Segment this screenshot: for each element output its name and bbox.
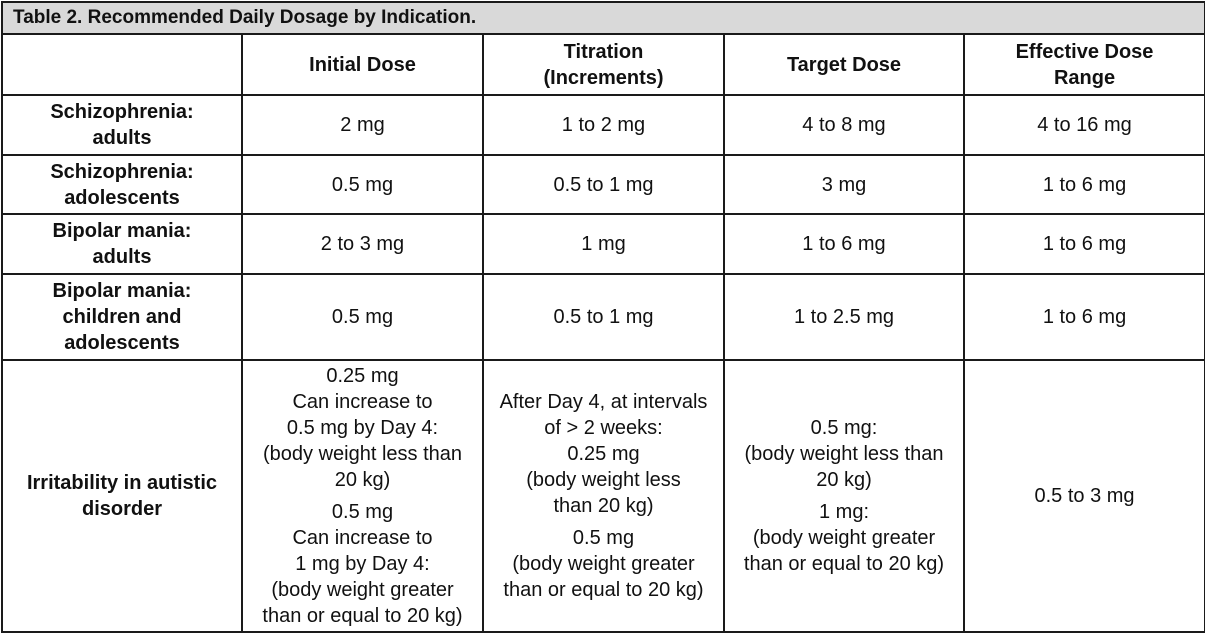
cell-target-dose: 1 to 6 mg xyxy=(723,213,965,275)
cell-target-dose: 3 mg xyxy=(723,154,965,215)
cell-initial-dose: 0.5 mg xyxy=(241,154,484,215)
titration-under-20kg: After Day 4, at intervals of > 2 weeks: 0.… xyxy=(499,391,708,517)
table-caption: Table 2. Recommended Daily Dosage by Ind… xyxy=(0,1,1205,35)
initial-dose-under-20kg: 0.25 mg Can increase to 0.5 mg by Day 4: (b… xyxy=(262,365,462,491)
cell-target-dose: 1 to 2.5 mg xyxy=(723,273,965,361)
titration-20kg-or-more: 0.5 mg (body weight greater than or equal … xyxy=(503,527,704,601)
table-row: Schizophrenia: adolescents 0.5 mg 0.5 to … xyxy=(1,154,1205,215)
table-caption-row: Table 2. Recommended Daily Dosage by Ind… xyxy=(0,1,1205,35)
cell-target-dose: 4 to 8 mg xyxy=(723,94,965,156)
row-label: Schizophrenia: adults xyxy=(1,94,243,156)
table-row: Schizophrenia: adults 2 mg 1 to 2 mg 4 to… xyxy=(1,94,1205,156)
initial-dose-20kg-or-more: 0.5 mg Can increase to 1 mg by Day 4: (body… xyxy=(262,501,463,627)
table-row: Irritability in autistic disorder 0.25 mg… xyxy=(1,359,1205,633)
header-effective-range: Effective Dose Range xyxy=(962,33,1205,96)
cell-initial-dose: 2 to 3 mg xyxy=(241,213,484,275)
row-label: Bipolar mania: adults xyxy=(1,213,243,275)
cell-titration: 1 mg xyxy=(482,213,725,275)
header-initial-dose: Initial Dose xyxy=(241,33,484,96)
table-row: Bipolar mania: adults 2 to 3 mg 1 mg 1 to… xyxy=(1,213,1205,275)
header-titration: Titration (Increments) xyxy=(482,33,725,96)
header-target-dose: Target Dose xyxy=(723,33,965,96)
cell-effective-range: 4 to 16 mg xyxy=(962,94,1205,156)
cell-target-dose: 0.5 mg: (body weight less than 20 kg) 1 mg… xyxy=(723,359,965,633)
row-label: Irritability in autistic disorder xyxy=(1,359,243,633)
cell-effective-range: 1 to 6 mg xyxy=(962,273,1205,361)
cell-initial-dose: 2 mg xyxy=(241,94,484,156)
row-label: Schizophrenia: adolescents xyxy=(1,154,243,215)
header-blank xyxy=(1,33,243,96)
table-header-row: Initial Dose Titration (Increments) Targe… xyxy=(1,33,1205,96)
cell-titration: After Day 4, at intervals of > 2 weeks: 0.… xyxy=(482,359,725,633)
target-dose-under-20kg: 0.5 mg: (body weight less than 20 kg) xyxy=(744,417,944,491)
cell-effective-range: 0.5 to 3 mg xyxy=(962,359,1205,633)
cell-initial-dose: 0.25 mg Can increase to 0.5 mg by Day 4: (b… xyxy=(241,359,484,633)
cell-effective-range: 1 to 6 mg xyxy=(962,213,1205,275)
cell-titration: 0.5 to 1 mg xyxy=(482,273,725,361)
row-label: Bipolar mania: children and adolescents xyxy=(1,273,243,361)
cell-initial-dose: 0.5 mg xyxy=(241,273,484,361)
cell-effective-range: 1 to 6 mg xyxy=(962,154,1205,215)
table-row: Bipolar mania: children and adolescents 0.… xyxy=(1,273,1205,361)
cell-titration: 0.5 to 1 mg xyxy=(482,154,725,215)
target-dose-20kg-or-more: 1 mg: (body weight greater than or equal t… xyxy=(743,501,945,575)
cell-titration: 1 to 2 mg xyxy=(482,94,725,156)
